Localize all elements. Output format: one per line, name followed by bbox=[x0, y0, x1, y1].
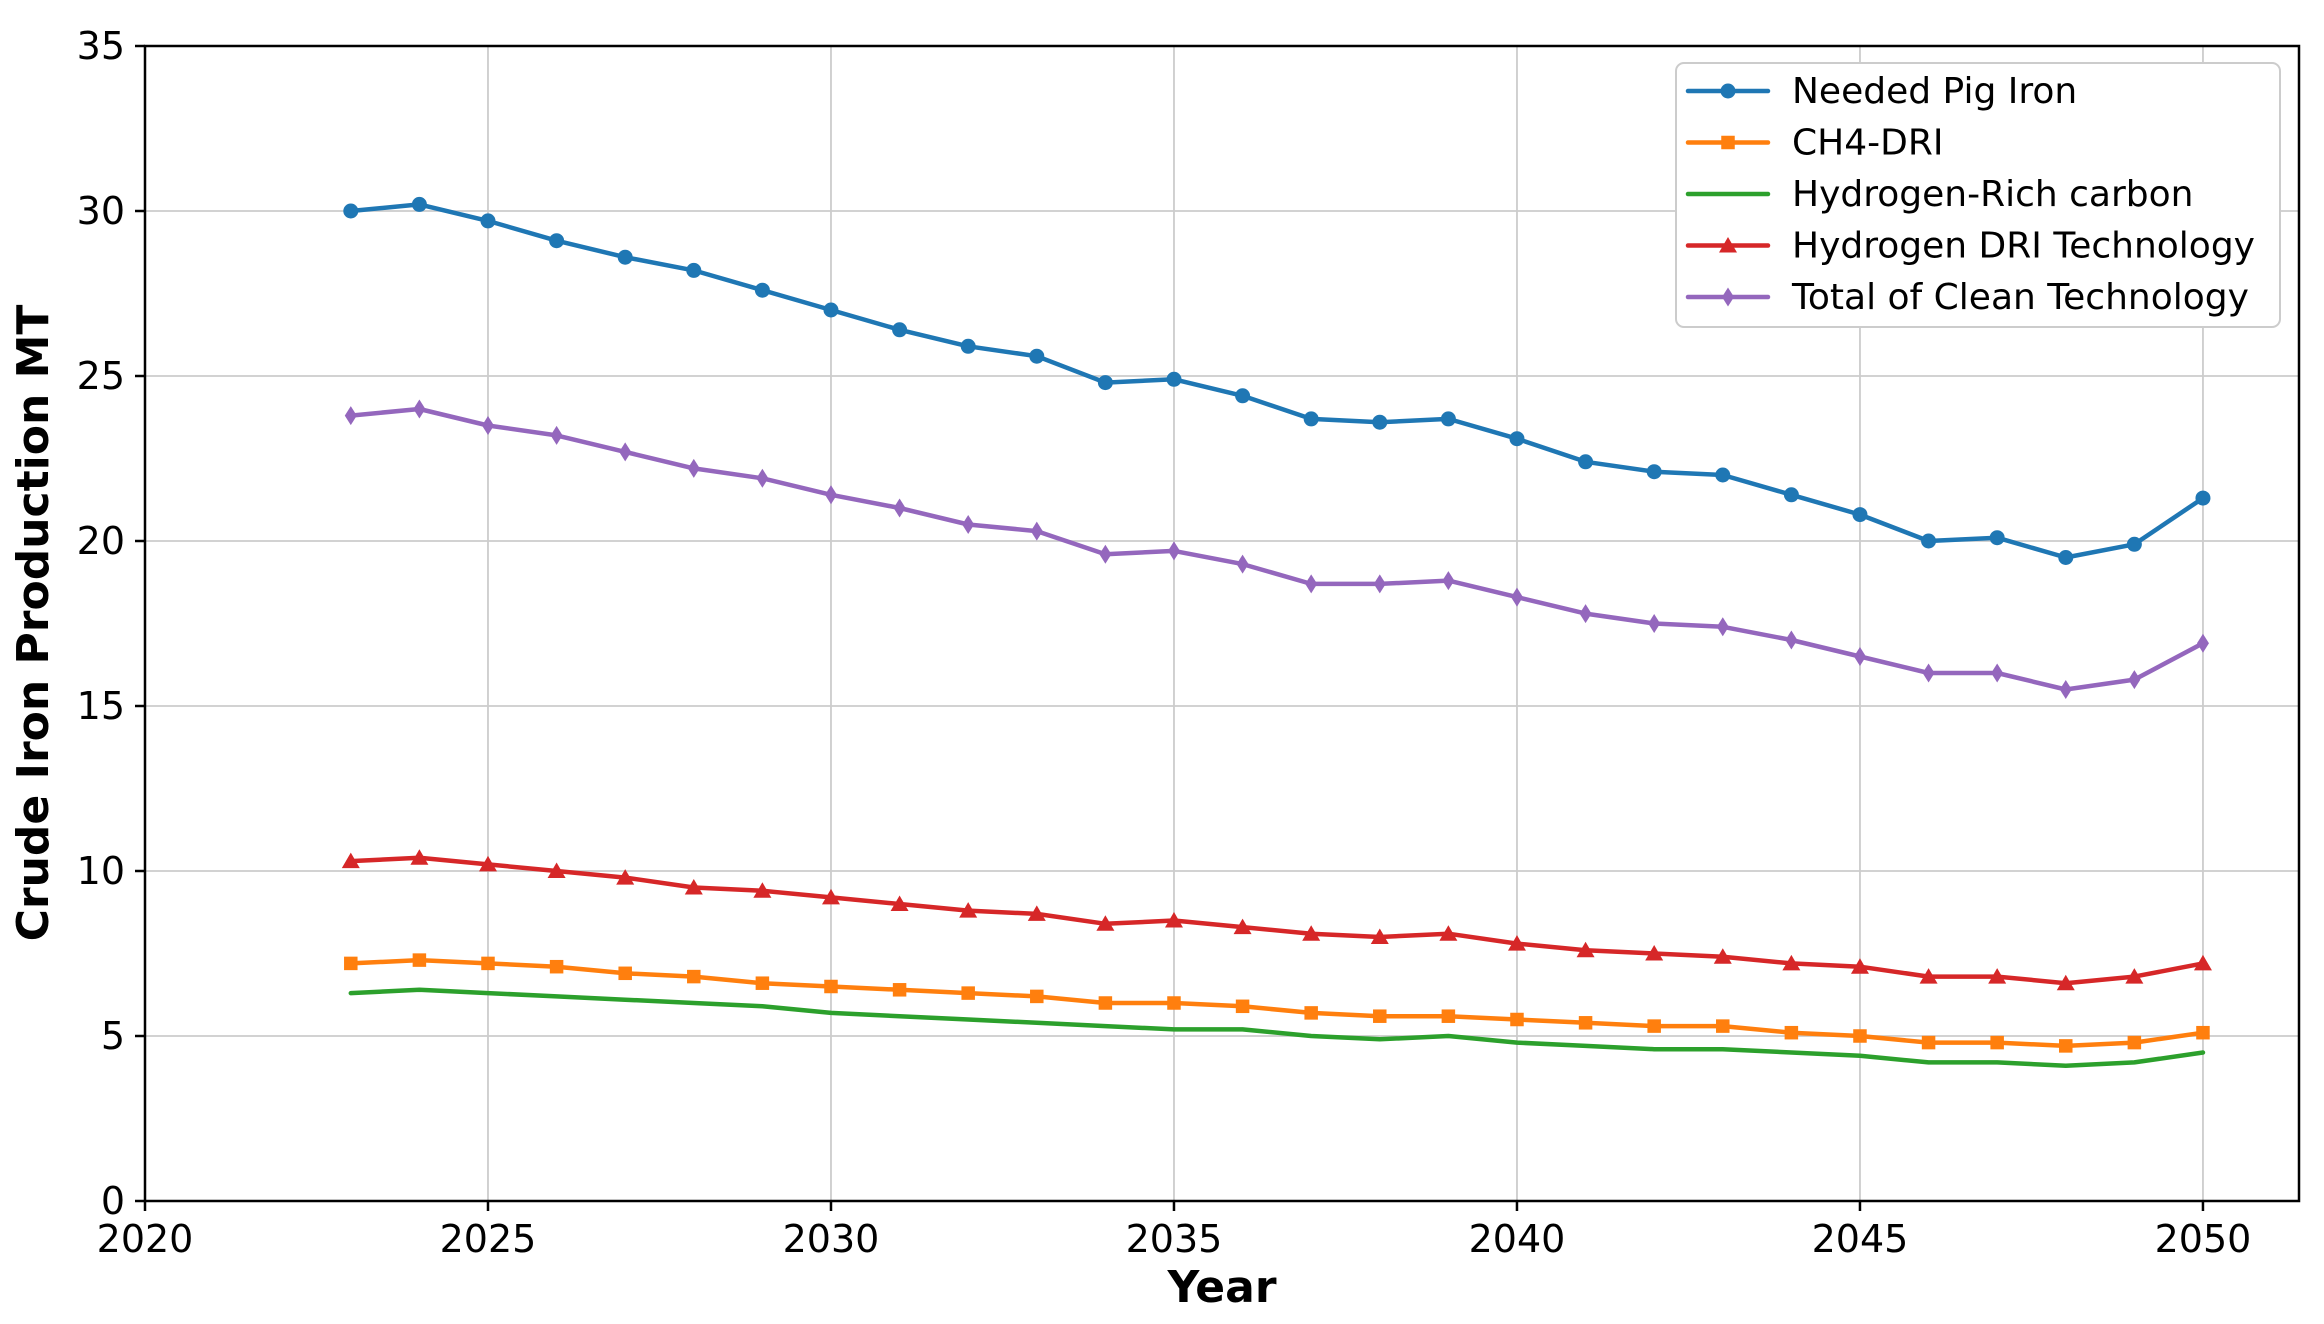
legend-box bbox=[1675, 62, 2281, 328]
legend-label: Hydrogen DRI Technology bbox=[1792, 226, 2255, 267]
legend-item-ch4-dri: CH4-DRI bbox=[1685, 123, 1943, 164]
x-tick-label-2030: 2030 bbox=[783, 1217, 880, 1261]
series-hydrogen-rich-carbon bbox=[348, 987, 2206, 1068]
series-total-of-clean-technology bbox=[344, 399, 2209, 699]
legend-item-needed-pig-iron: Needed Pig Iron bbox=[1685, 71, 2077, 112]
legend-label: Needed Pig Iron bbox=[1792, 71, 2077, 112]
y-tick-label-30: 30 bbox=[77, 189, 125, 233]
legend-item-total-of-clean-technology: Total of Clean Technology bbox=[1685, 277, 2249, 318]
y-tick-label-0: 0 bbox=[101, 1179, 125, 1223]
data-series bbox=[341, 196, 2212, 1068]
legend-label: Total of Clean Technology bbox=[1791, 277, 2249, 318]
legend: Needed Pig Iron CH4-DRI Hydrogen-Rich carb… bbox=[1675, 62, 2281, 328]
y-tick-label-15: 15 bbox=[77, 684, 125, 728]
x-tick-label-2040: 2040 bbox=[1469, 1217, 1566, 1261]
y-tick-label-20: 20 bbox=[77, 519, 125, 563]
y-tick-label-10: 10 bbox=[77, 849, 125, 893]
legend-label: CH4-DRI bbox=[1792, 123, 1943, 164]
legend-item-hydrogen-dri-technology: Hydrogen DRI Technology bbox=[1685, 226, 2255, 267]
legend-item-hydrogen-rich-carbon: Hydrogen-Rich carbon bbox=[1685, 174, 2193, 215]
y-axis-label: Crude Iron Production MT bbox=[8, 305, 59, 942]
axes-and-ticks: 2020 2025 2030 2035 2040 2045 2050051015202530… bbox=[77, 24, 2301, 1261]
x-tick-label-2025: 2025 bbox=[440, 1217, 537, 1261]
series-ch4-dri bbox=[344, 953, 2210, 1053]
x-tick-label-2045: 2045 bbox=[1812, 1217, 1909, 1261]
plot-border bbox=[143, 44, 2301, 1203]
series-needed-pig-iron bbox=[343, 196, 2211, 565]
series-hydrogen-dri-technology bbox=[341, 849, 2212, 991]
x-tick-label-2050: 2050 bbox=[2155, 1217, 2252, 1261]
y-tick-label-5: 5 bbox=[101, 1014, 125, 1058]
y-tick-label-25: 25 bbox=[77, 354, 125, 398]
x-axis-label: Year bbox=[1166, 1262, 1276, 1313]
y-tick-label-35: 35 bbox=[77, 24, 125, 68]
legend-label: Hydrogen-Rich carbon bbox=[1792, 174, 2193, 215]
x-tick-label-2035: 2035 bbox=[1126, 1217, 1223, 1261]
x-tick-label-2020: 2020 bbox=[97, 1217, 194, 1261]
